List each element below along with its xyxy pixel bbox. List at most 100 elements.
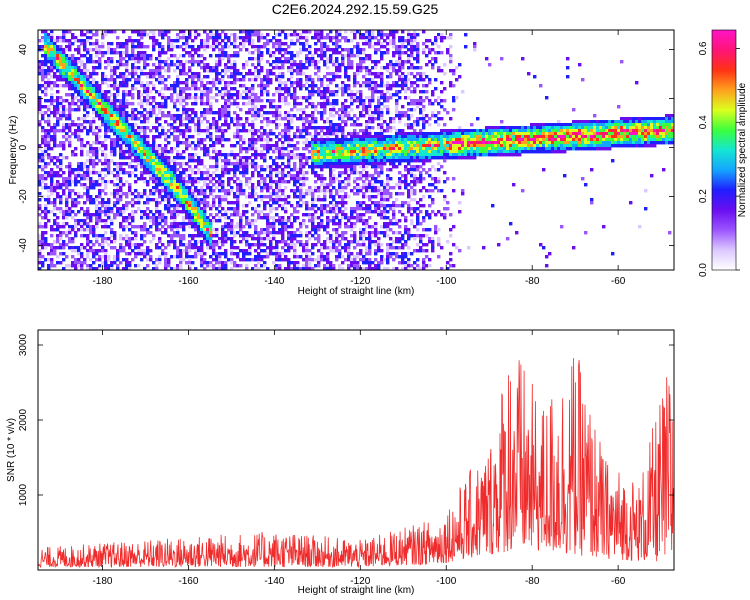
spectrogram-cell [152,126,156,130]
spectrogram-cell [620,132,624,136]
spectrogram-cell [143,51,147,55]
spectrogram-cell [503,144,507,148]
spectrogram-cell [152,111,156,115]
spectrogram-cell [131,138,135,142]
spectrogram-cell [419,138,423,142]
spectrogram-cell [518,129,522,133]
spectrogram-cell [227,171,231,175]
spectrogram-cell [233,171,237,175]
spectrogram-cell [386,36,390,40]
spectrogram-cell [215,66,219,70]
spectrogram-cell [374,117,378,121]
spectrogram-cell [68,45,72,49]
spectrogram-cell [59,51,63,55]
spectrogram-cell [407,171,411,175]
spectrogram-cell [458,63,462,67]
spectrogram-cell [188,159,192,163]
spectrogram-cell [566,57,570,61]
spectrogram-cell [659,126,663,130]
spectrogram-cell [446,48,450,52]
spectrogram-cell [419,99,423,103]
spectrogram-cell [350,138,354,142]
spectrogram-cell [302,180,306,184]
spectrogram-cell [215,141,219,145]
spectrogram-cell [38,156,42,160]
spectrogram-cell [281,48,285,52]
spectrogram-cell [200,96,204,100]
spectrogram-cell [311,153,315,157]
spectrogram-cell [290,57,294,61]
spectrogram-cell [92,147,96,151]
spectrogram-cell [191,57,195,61]
spectrogram-cell [575,141,579,145]
spectrogram-cell [335,39,339,43]
spectrogram-cell [671,126,675,130]
spectrogram-cell [86,171,90,175]
spectrogram-cell [344,99,348,103]
spectrogram-cell [218,150,222,154]
spectrogram-cell [404,153,408,157]
spectrogram-cell [188,66,192,70]
spectrogram-cell [197,129,201,133]
spectrogram-cell [143,120,147,124]
spectrogram-cell [242,30,246,34]
spectrogram-cell [380,45,384,49]
spectrogram-cell [68,165,72,169]
spectrogram-cell [377,99,381,103]
spectrogram-cell [398,135,402,139]
spectrogram-cell [263,177,267,181]
spectrogram-cell [101,162,105,166]
spectrogram-cell [107,111,111,115]
spectrogram-cell [401,147,405,151]
spectrogram-cell [659,117,663,121]
spectrogram-cell [287,129,291,133]
spectrogram-cell [158,81,162,85]
spectrogram-cell [464,45,468,49]
spectrogram-cell [146,96,150,100]
spectrogram-cell [98,93,102,97]
spectrogram-cell [224,117,228,121]
spectrogram-cell [209,165,213,169]
spectrogram-cell [218,90,222,94]
spectrogram-cell [92,99,96,103]
spectrogram-cell [224,162,228,166]
spectrogram-cell [374,48,378,52]
spectrogram-cell [620,60,624,64]
spectrogram-cell [248,144,252,148]
spectrogram-cell [284,117,288,121]
spectrogram-cell [242,84,246,88]
spectrogram-cell [38,159,42,163]
spectrogram-cell [176,63,180,67]
spectrogram-cell [155,159,159,163]
spectrogram-cell [191,111,195,115]
spectrogram-cell [434,132,438,136]
spectrogram-cell [47,36,51,40]
spectrogram-cell [272,45,276,49]
spectrogram-cell [107,51,111,55]
spectrogram-cell [176,153,180,157]
spectrogram-cell [140,111,144,115]
spectrogram-cell [593,120,597,124]
spectrogram-cell [671,132,675,136]
spectrogram-cell [119,81,123,85]
spectrogram-cell [221,96,225,100]
spectrogram-cell [551,132,555,136]
spectrogram-cell [335,51,339,55]
spectrogram-cell [68,144,72,148]
spectrogram-cell [470,135,474,139]
spectrogram-cell [248,78,252,82]
spectrogram-cell [155,135,159,139]
spectrogram-cell [185,162,189,166]
spectrogram-cell [371,126,375,130]
spectrogram-cell [353,141,357,145]
spectrogram-cell [464,156,468,160]
spectrogram-cell [416,105,420,109]
spectrogram-cell [419,129,423,133]
spectrogram-cell [272,42,276,46]
spectrogram-cell [254,111,258,115]
spectrogram-cell [38,66,42,70]
spectrogram-cell [413,135,417,139]
spectrogram-cell [359,66,363,70]
spectrogram-cell [146,54,150,58]
spectrogram-cell [599,126,603,130]
